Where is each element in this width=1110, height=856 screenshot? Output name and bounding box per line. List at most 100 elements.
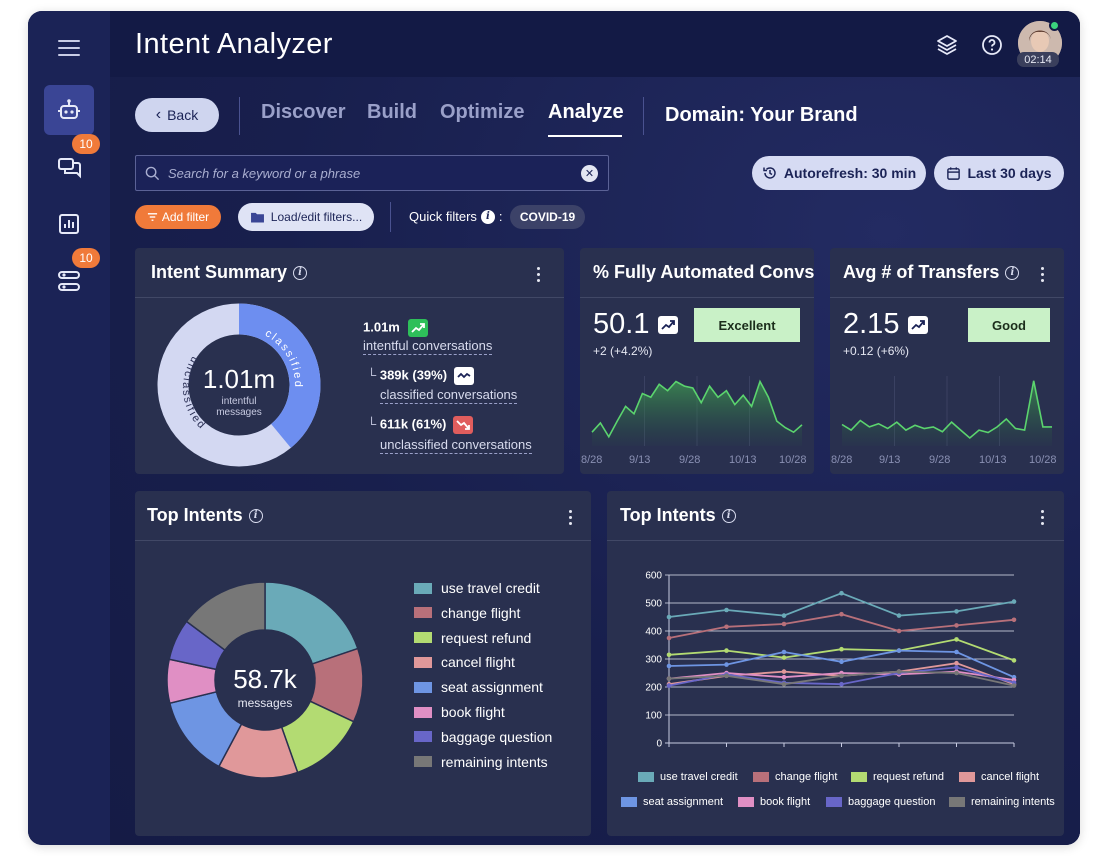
tab-build[interactable]: Build bbox=[367, 101, 417, 123]
transfers-line bbox=[841, 380, 1052, 440]
classified-metric: └ 389k (39%) bbox=[367, 367, 474, 385]
data-point bbox=[954, 660, 959, 666]
history-icon bbox=[763, 167, 776, 179]
data-point bbox=[1011, 599, 1017, 604]
automated-line bbox=[591, 379, 803, 439]
load-filters-button[interactable]: Load/edit filters... bbox=[238, 203, 374, 231]
more-options-icon[interactable] bbox=[562, 507, 578, 527]
data-point bbox=[724, 607, 729, 613]
data-point bbox=[839, 681, 844, 687]
legend-item[interactable]: use travel credit bbox=[414, 580, 540, 596]
info-icon[interactable]: i bbox=[721, 508, 736, 523]
menu-icon[interactable] bbox=[58, 40, 80, 56]
tab-discover[interactable]: Discover bbox=[261, 101, 346, 123]
chart-legend-item[interactable]: cancel flight bbox=[959, 771, 1039, 783]
total-value: 1.01m bbox=[363, 319, 400, 335]
more-options-icon[interactable] bbox=[1034, 507, 1050, 527]
transfers-rating-badge: Good bbox=[968, 308, 1050, 342]
conversations-badge: 10 bbox=[72, 134, 100, 154]
chart-legend-item[interactable]: book flight bbox=[738, 796, 810, 808]
x-tick-label: 8/28 bbox=[581, 454, 603, 466]
top-intents-pie-title-text: Top Intents bbox=[147, 505, 243, 525]
sidebar-item-workflows[interactable]: 10 bbox=[44, 248, 100, 306]
legend-item[interactable]: request refund bbox=[414, 630, 531, 646]
total-label[interactable]: intentful conversations bbox=[363, 338, 493, 355]
transfers-sparkline bbox=[841, 376, 1052, 446]
legend-item[interactable]: cancel flight bbox=[414, 654, 515, 670]
unclassified-label[interactable]: unclassified conversations bbox=[380, 437, 532, 454]
x-tick-label: 9/13 bbox=[629, 454, 651, 466]
domain-label: Domain: Your Brand bbox=[665, 104, 858, 126]
data-point bbox=[666, 652, 672, 658]
date-range-button[interactable]: Last 30 days bbox=[934, 156, 1064, 190]
legend-item[interactable]: remaining intents bbox=[414, 754, 548, 770]
data-point bbox=[666, 683, 672, 688]
data-point bbox=[839, 646, 844, 652]
back-button[interactable]: ‹ Back bbox=[135, 98, 219, 132]
chart-legend-item[interactable]: remaining intents bbox=[949, 796, 1055, 808]
automated-rating-badge: Excellent bbox=[694, 308, 800, 342]
classified-label[interactable]: classified conversations bbox=[380, 387, 518, 404]
top-intents-line-title: Top Intents i bbox=[620, 505, 736, 526]
bot-icon bbox=[58, 99, 80, 119]
donut-caption-2: messages bbox=[216, 407, 262, 418]
data-point bbox=[896, 613, 902, 618]
chart-legend-item[interactable]: change flight bbox=[753, 771, 837, 783]
more-options-icon[interactable] bbox=[530, 264, 546, 284]
legend-label: seat assignment bbox=[643, 796, 724, 808]
legend-item[interactable]: seat assignment bbox=[414, 679, 543, 695]
pie-slice[interactable] bbox=[185, 581, 266, 652]
legend-label: seat assignment bbox=[441, 679, 543, 696]
autorefresh-button[interactable]: Autorefresh: 30 min bbox=[752, 156, 926, 190]
sidebar-item-bot[interactable] bbox=[44, 85, 94, 135]
clear-search-button[interactable]: ✕ bbox=[581, 165, 598, 182]
total-metric: 1.01m bbox=[363, 319, 428, 337]
donut-center-value: 1.01m bbox=[203, 364, 275, 394]
automated-value: 50.1 bbox=[593, 308, 679, 341]
add-filter-button[interactable]: Add filter bbox=[135, 205, 221, 229]
legend-label: remaining intents bbox=[441, 753, 548, 770]
chart-legend-item[interactable]: use travel credit bbox=[638, 771, 738, 783]
layers-icon[interactable] bbox=[935, 33, 959, 57]
session-timer: 02:14 bbox=[1017, 52, 1059, 67]
help-icon[interactable] bbox=[980, 33, 1004, 57]
data-point bbox=[781, 655, 787, 660]
info-icon[interactable]: i bbox=[293, 265, 308, 280]
legend-item[interactable]: book flight bbox=[414, 704, 505, 720]
sidebar-item-reports[interactable] bbox=[44, 199, 94, 249]
sidebar-item-conversations[interactable]: 10 bbox=[44, 134, 100, 192]
legend-item[interactable]: baggage question bbox=[414, 729, 552, 745]
tab-analyze[interactable]: Analyze bbox=[548, 101, 624, 123]
data-point bbox=[666, 635, 672, 641]
search-input[interactable]: Search for a keyword or a phrase ✕ bbox=[135, 155, 609, 191]
top-intents-pie-title: Top Intents i bbox=[147, 505, 263, 526]
intent-summary-title: Intent Summary i bbox=[151, 262, 308, 283]
tab-optimize[interactable]: Optimize bbox=[440, 101, 525, 123]
more-options-icon[interactable] bbox=[1034, 264, 1050, 284]
data-point bbox=[896, 628, 902, 634]
info-icon[interactable]: i bbox=[248, 508, 263, 523]
legend-item[interactable]: change flight bbox=[414, 605, 520, 621]
data-point bbox=[839, 659, 844, 665]
filter-icon bbox=[147, 213, 157, 221]
unclassified-value: 611k (61%) bbox=[379, 416, 447, 432]
x-tick-label: 10/13 bbox=[979, 454, 1007, 466]
legend-label: book flight bbox=[441, 704, 505, 720]
automated-sparkline bbox=[591, 376, 803, 446]
chart-legend-item[interactable]: seat assignment bbox=[621, 796, 723, 808]
data-point bbox=[724, 673, 729, 679]
info-icon[interactable]: i bbox=[1005, 265, 1020, 280]
quick-filters-text: Quick filters bbox=[409, 209, 477, 224]
info-icon[interactable]: i bbox=[480, 209, 495, 224]
classified-ring-segment bbox=[157, 303, 321, 467]
chart-legend-item[interactable]: baggage question bbox=[826, 796, 935, 808]
legend-swatch bbox=[414, 632, 432, 644]
pie-slice[interactable] bbox=[264, 581, 359, 665]
data-point bbox=[666, 614, 672, 620]
transfers-value-text: 2.15 bbox=[843, 308, 900, 340]
quick-filter-chip[interactable]: COVID-19 bbox=[510, 205, 585, 229]
series-line bbox=[668, 613, 1015, 639]
chart-legend-item[interactable]: request refund bbox=[851, 771, 944, 783]
donut-caption-1: intentful bbox=[221, 396, 256, 407]
data-point bbox=[781, 649, 787, 655]
